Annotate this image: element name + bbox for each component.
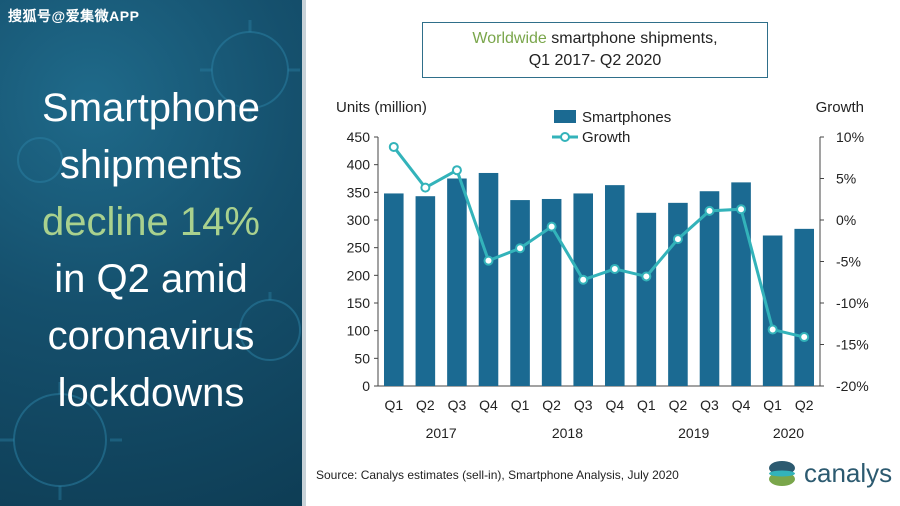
y2-tick-label: -10%	[836, 295, 869, 311]
y-tick-label: 200	[347, 267, 371, 283]
x-tick-label: Q2	[795, 397, 814, 413]
growth-point	[641, 271, 652, 282]
bar-smartphones	[478, 172, 499, 386]
growth-point	[704, 205, 715, 216]
bar-smartphones	[794, 228, 815, 386]
x-tick-label: Q2	[542, 397, 561, 413]
growth-point	[451, 165, 462, 176]
year-label: 2018	[552, 425, 583, 441]
chart-title-accent: Worldwide	[472, 30, 547, 47]
y-tick-label: 450	[347, 129, 371, 145]
headline: Smartphone shipments decline 14% in Q2 a…	[8, 80, 294, 422]
headline-panel: 搜狐号@爱集微APP Smartphone shipments decline …	[0, 0, 302, 506]
watermark: 搜狐号@爱集微APP	[8, 8, 140, 24]
x-tick-label: Q4	[479, 397, 498, 413]
shipments-chart: Units (million) Growth 0 50 100 150 200 250 300 3…	[336, 99, 869, 441]
chart-subtitle: Q1 2017- Q2 2020	[528, 52, 662, 69]
x-tick-label: Q1	[511, 397, 530, 413]
headline-line: in Q2 amid	[54, 257, 248, 301]
growth-point	[736, 204, 747, 215]
growth-point	[767, 324, 778, 335]
y2-tick-label: 0%	[836, 212, 856, 228]
headline-line: shipments	[59, 143, 243, 187]
source-note: Source: Canalys estimates (sell-in), Sma…	[316, 468, 679, 482]
legend-label-growth: Growth	[582, 129, 630, 146]
growth-point	[672, 234, 683, 245]
bar-smartphones	[447, 178, 467, 386]
y-tick-label: 50	[354, 350, 370, 366]
growth-point	[420, 182, 431, 193]
chart-title-text: smartphone shipments,	[551, 30, 718, 47]
growth-point	[483, 255, 494, 266]
growth-point	[578, 274, 589, 285]
y-tick-label: 350	[347, 184, 371, 200]
x-tick-label: Q3	[574, 397, 593, 413]
y-axis-label: Units (million)	[336, 99, 427, 116]
canalys-logo-text: canalys	[804, 458, 893, 488]
y2-tick-label: 10%	[836, 129, 864, 145]
growth-point	[515, 243, 526, 254]
bar-smartphones	[762, 235, 783, 386]
chart-panel: Worldwide smartphone shipments, Q1 2017-…	[306, 0, 900, 506]
x-tick-label: Q1	[763, 397, 782, 413]
legend-line-marker	[560, 132, 570, 142]
bar-smartphones	[415, 196, 436, 386]
bar-smartphones	[604, 185, 625, 386]
bar-smartphones	[510, 200, 530, 386]
legend-label-smartphones: Smartphones	[582, 109, 671, 126]
x-tick-label: Q4	[605, 397, 624, 413]
y2-tick-label: -15%	[836, 337, 869, 353]
bar-smartphones	[541, 198, 562, 386]
x-tick-label: Q3	[448, 397, 467, 413]
growth-point	[546, 221, 557, 232]
growth-point	[799, 332, 810, 343]
headline-highlight: decline 14%	[42, 200, 260, 244]
headline-line: lockdowns	[57, 371, 245, 415]
bar-smartphones	[668, 202, 688, 386]
x-tick-label: Q4	[732, 397, 751, 413]
bar-smartphones	[383, 193, 404, 386]
year-label: 2017	[426, 425, 457, 441]
canalys-logo-icon	[769, 461, 795, 486]
y-tick-label: 100	[347, 323, 371, 339]
x-tick-label: Q2	[416, 397, 435, 413]
canalys-logo: canalys	[766, 458, 896, 488]
y-tick-label: 150	[347, 295, 371, 311]
x-tick-label: Q1	[384, 397, 403, 413]
x-tick-label: Q3	[700, 397, 719, 413]
growth-point	[609, 263, 620, 274]
y-tick-label: 400	[347, 157, 371, 173]
y-tick-label: 250	[347, 240, 371, 256]
coronavirus-background-icon	[0, 20, 301, 500]
legend-bar-swatch	[554, 110, 576, 123]
y2-tick-label: 5%	[836, 171, 856, 187]
year-label: 2019	[678, 425, 709, 441]
x-tick-label: Q2	[669, 397, 688, 413]
year-label: 2020	[773, 425, 804, 441]
bar-smartphones	[573, 193, 594, 386]
y2-tick-label: -20%	[836, 378, 869, 394]
x-tick-label: Q1	[637, 397, 656, 413]
y-tick-label: 300	[347, 212, 371, 228]
bar-smartphones	[636, 212, 657, 386]
chart-title: Worldwide smartphone shipments, Q1 2017-…	[422, 22, 768, 78]
headline-line: Smartphone	[42, 86, 260, 130]
bar-smartphones	[699, 191, 720, 386]
y2-tick-label: -5%	[836, 254, 861, 270]
growth-line	[392, 146, 805, 339]
headline-line: coronavirus	[47, 314, 255, 358]
panel-divider	[302, 0, 306, 506]
y-tick-label: 0	[362, 378, 370, 394]
y2-axis-label: Growth	[816, 99, 864, 116]
growth-point	[388, 141, 399, 152]
